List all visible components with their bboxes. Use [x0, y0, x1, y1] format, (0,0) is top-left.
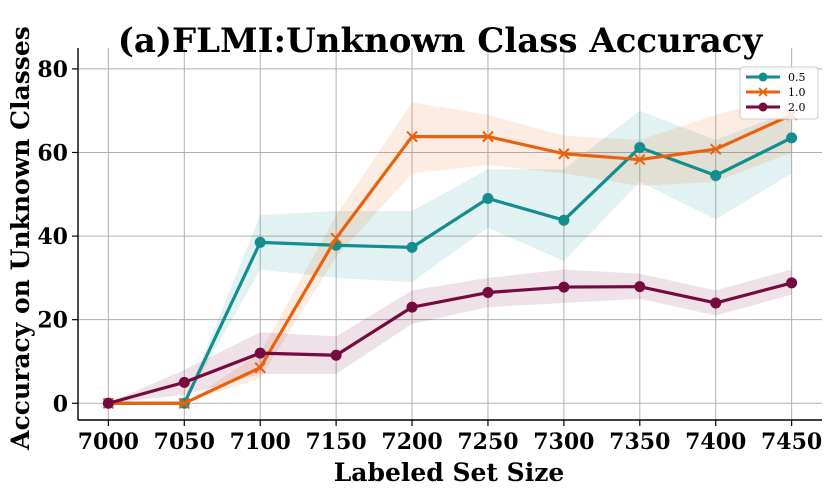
data-point-2.0: [786, 277, 798, 289]
data-point-1.0: [482, 130, 494, 143]
data-point-2.0: [406, 301, 418, 313]
y-tick-label: 40: [37, 224, 68, 250]
data-point-1.0: [710, 143, 722, 155]
confidence-band-1.0: [108, 93, 792, 404]
x-marker-stroke: [330, 232, 342, 244]
legend-label-2.0: 2.0: [788, 101, 806, 114]
legend-marker-0.5: [758, 72, 768, 82]
legend-marker-2.0: [758, 102, 768, 112]
x-tick-label: 7000: [78, 429, 139, 455]
data-point-2.0: [710, 297, 722, 309]
data-point-1.0: [634, 153, 646, 166]
data-point-2.0: [558, 281, 570, 293]
x-tick-label: 7400: [685, 429, 746, 455]
chart-title: (a)FLMI:Unknown Class Accuracy: [118, 21, 764, 61]
x-marker-stroke: [634, 153, 646, 166]
x-tick-label: 7200: [381, 429, 442, 455]
data-point-0.5: [254, 236, 266, 248]
y-axis-label: Accuracy on Unknown Classes: [6, 26, 35, 451]
x-marker-stroke: [178, 397, 190, 409]
legend-label-0.5: 0.5: [788, 71, 806, 84]
data-point-0.5: [482, 192, 494, 204]
data-point-1.0: [254, 362, 266, 374]
y-tick-label: 60: [37, 140, 68, 166]
data-point-0.5: [634, 141, 646, 153]
data-point-0.5: [786, 132, 798, 144]
x-tick-label: 7250: [457, 429, 518, 455]
x-marker-stroke: [710, 143, 722, 155]
series-line-2.0: [107, 281, 793, 405]
x-tick-label: 7150: [306, 429, 367, 455]
x-tick-label: 7300: [533, 429, 594, 455]
data-point-2.0: [634, 281, 646, 293]
data-point-0.5: [710, 169, 722, 181]
data-point-2.0: [330, 349, 342, 361]
data-point-2.0: [178, 376, 190, 388]
x-tick-label: 7100: [230, 429, 291, 455]
y-tick-label: 0: [53, 391, 68, 417]
legend: 0.5 1.0 2.0: [739, 66, 819, 120]
x-axis-label: Labeled Set Size: [334, 458, 565, 487]
x-marker-stroke: [482, 130, 494, 143]
x-tick-label: 7450: [761, 429, 822, 455]
x-tick-label: 7050: [154, 429, 215, 455]
x-marker-stroke: [406, 130, 418, 143]
data-point-2.0: [102, 397, 114, 409]
data-point-1.0: [330, 232, 342, 244]
legend-marker-1.0: [758, 87, 768, 97]
data-point-1.0: [178, 397, 190, 409]
y-tick-label: 80: [37, 57, 68, 83]
legend-label-1.0: 1.0: [788, 86, 806, 99]
data-point-0.5: [558, 214, 570, 226]
confidence-band-0.5: [108, 110, 792, 404]
series-line-1.0: [108, 113, 793, 405]
grid-lines: [72, 48, 822, 426]
x-marker-stroke: [558, 148, 570, 160]
series-line-0.5: [108, 136, 793, 405]
y-tick-label: 20: [37, 308, 68, 334]
data-point-1.0: [558, 148, 570, 160]
data-point-1.0: [406, 130, 418, 143]
confidence-band-2.0: [108, 269, 792, 404]
data-point-2.0: [254, 347, 266, 359]
data-point-0.5: [406, 241, 418, 253]
data-point-2.0: [482, 287, 494, 299]
x-tick-label: 7350: [609, 429, 670, 455]
x-marker-stroke: [254, 362, 266, 374]
